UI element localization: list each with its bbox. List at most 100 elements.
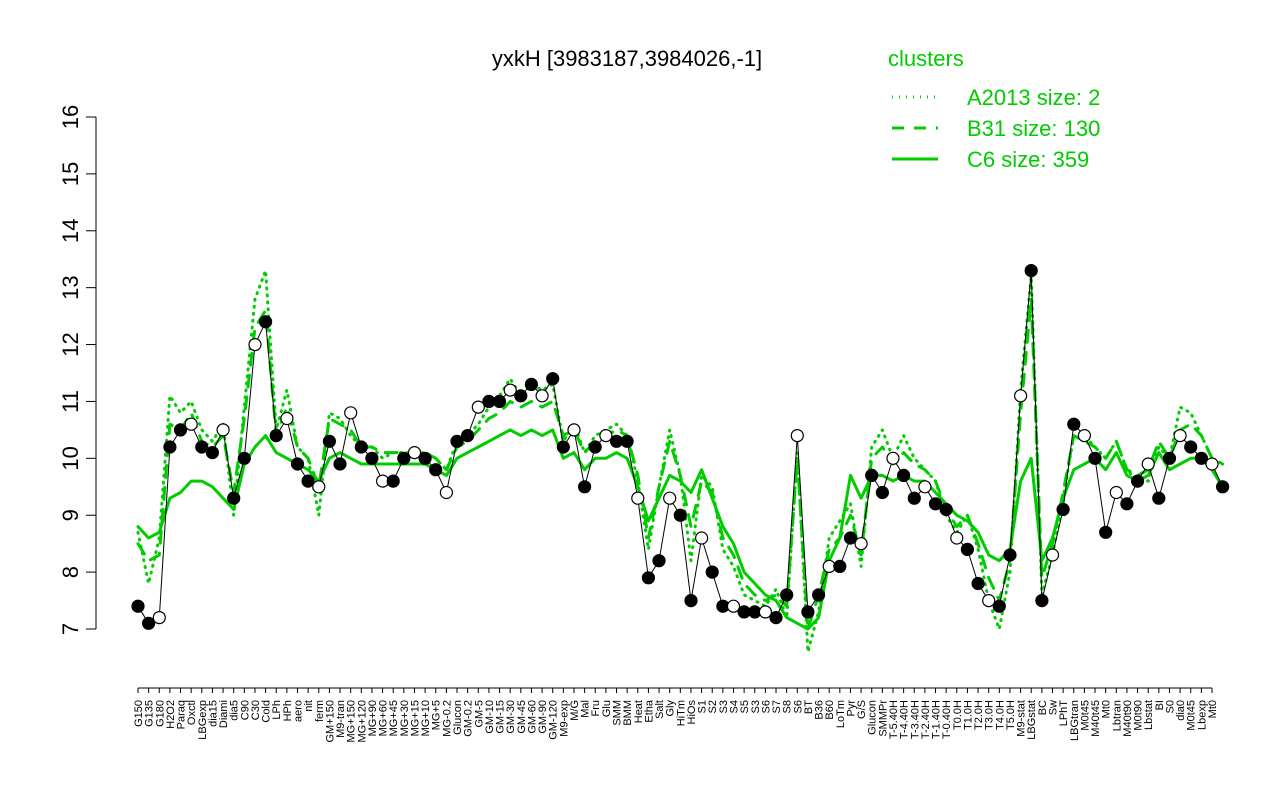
x-tick-label: S8: [782, 700, 794, 713]
data-point: [1120, 497, 1134, 511]
data-point: [227, 491, 241, 505]
data-point: [1056, 502, 1070, 517]
data-point: [524, 377, 539, 391]
data-point: [939, 502, 953, 517]
data-point: [397, 451, 411, 465]
x-tick-label: GM-60: [526, 700, 538, 734]
data-point: [1088, 451, 1102, 465]
x-tick-label: MG+45: [388, 700, 400, 736]
x-tick-label: Etha: [643, 699, 655, 723]
legend: clusters A2013 size: 2 B31 size: 130 C6 si…: [888, 46, 1100, 172]
data-point: [631, 491, 645, 505]
x-tick-label: BMM: [622, 700, 634, 726]
data-point: [1205, 457, 1219, 471]
y-tick-label: 12: [58, 332, 83, 356]
data-point: [1099, 525, 1113, 539]
data-point: [1109, 485, 1123, 500]
data-point: [535, 389, 549, 403]
data-point: [1067, 417, 1081, 431]
legend-title: clusters: [888, 46, 964, 71]
data-point: [556, 440, 570, 454]
legend-label: C6 size: 359: [967, 147, 1089, 172]
data-point: [312, 480, 326, 494]
x-tick-label: S3: [718, 700, 730, 713]
data-point: [1130, 474, 1145, 488]
data-point: [875, 485, 890, 500]
x-tick-label: C30: [250, 700, 262, 720]
legend-label: B31 size: 130: [967, 116, 1100, 141]
data-point: [843, 531, 858, 545]
data-point: [588, 440, 602, 454]
x-tick-label: LoTm: [835, 700, 847, 728]
x-tick-label: S3: [750, 700, 762, 713]
data-point: [248, 338, 262, 352]
x-tick-label: S0: [1164, 700, 1176, 713]
data-point: [152, 610, 166, 625]
data-point: [184, 417, 198, 431]
data-point: [705, 565, 719, 579]
data-point: [1215, 480, 1230, 494]
x-tick-label: MG-0.2: [441, 700, 453, 737]
data-point: [301, 474, 315, 488]
x-tick-label: M0t45: [1079, 700, 1091, 731]
data-point: [811, 588, 826, 602]
x-tick-label: S4: [728, 700, 740, 713]
data-point: [673, 508, 687, 522]
data-point: [928, 497, 943, 511]
data-point: [1013, 389, 1028, 403]
x-tick-label: M9-tran: [335, 700, 347, 738]
x-tick-label: GM-30: [505, 700, 517, 734]
x-tick-label: M0t90: [1133, 700, 1145, 731]
data-point: [163, 440, 177, 454]
x-tick-label: GM-120: [548, 700, 560, 740]
x-tick-label: GM-90: [537, 700, 549, 734]
data-point: [1141, 457, 1155, 471]
y-tick-label: 16: [58, 105, 83, 129]
data-point: [492, 394, 507, 408]
x-tick-label: GM-45: [516, 700, 528, 734]
data-point: [620, 434, 634, 448]
x-tick-label: HiTm: [675, 700, 687, 726]
data-point: [142, 616, 156, 630]
x-tick-label: M40t45: [1090, 700, 1102, 737]
x-tick-label: LBGtran: [1069, 700, 1081, 741]
data-point: [1024, 264, 1038, 278]
x-tick-label: Glucon: [867, 700, 879, 735]
data-point: [514, 389, 528, 403]
x-tick-label: dia0: [1175, 700, 1187, 721]
x-tick-label: B36: [814, 700, 826, 720]
x-tick-label: T3.0H: [984, 700, 996, 730]
data-point: [854, 537, 868, 551]
x-tick-label: SMMPr: [877, 700, 889, 737]
x-tick-label: T-0.40H: [941, 700, 953, 739]
x-tick-label: G135: [144, 700, 156, 727]
x-tick-label: BI: [1154, 700, 1166, 710]
x-tick-label: Glu: [601, 700, 613, 717]
data-point: [131, 599, 145, 613]
y-tick-label: 8: [58, 566, 83, 578]
series-layer: [131, 264, 1230, 654]
x-tick-label: MG+60: [378, 700, 390, 736]
x-tick-label: HPh: [282, 700, 294, 721]
data-point: [365, 451, 379, 465]
data-point: [546, 372, 560, 386]
x-tick-label: MG+120: [356, 700, 368, 743]
data-point: [950, 531, 964, 545]
x-tick-label: aero: [293, 700, 305, 722]
y-tick-label: 10: [58, 446, 83, 470]
data-point: [173, 423, 188, 437]
x-tick-label: M9-stat: [1016, 700, 1028, 737]
series-line-yxkh: [137, 270, 1224, 624]
x-tick-label: Sw: [1047, 700, 1059, 715]
x-tick-label: SMM: [612, 700, 624, 726]
data-point: [918, 480, 932, 494]
data-point: [1003, 548, 1017, 562]
x-tick-label: T4.0H: [994, 700, 1006, 730]
data-point: [599, 429, 613, 443]
data-point: [407, 446, 422, 460]
x-tick-label: T-3.40H: [909, 700, 921, 739]
x-tick-label: T1.0H: [962, 700, 974, 730]
data-point: [386, 474, 400, 488]
x-tick-label: Paraq: [176, 700, 188, 729]
data-point: [1194, 451, 1209, 465]
